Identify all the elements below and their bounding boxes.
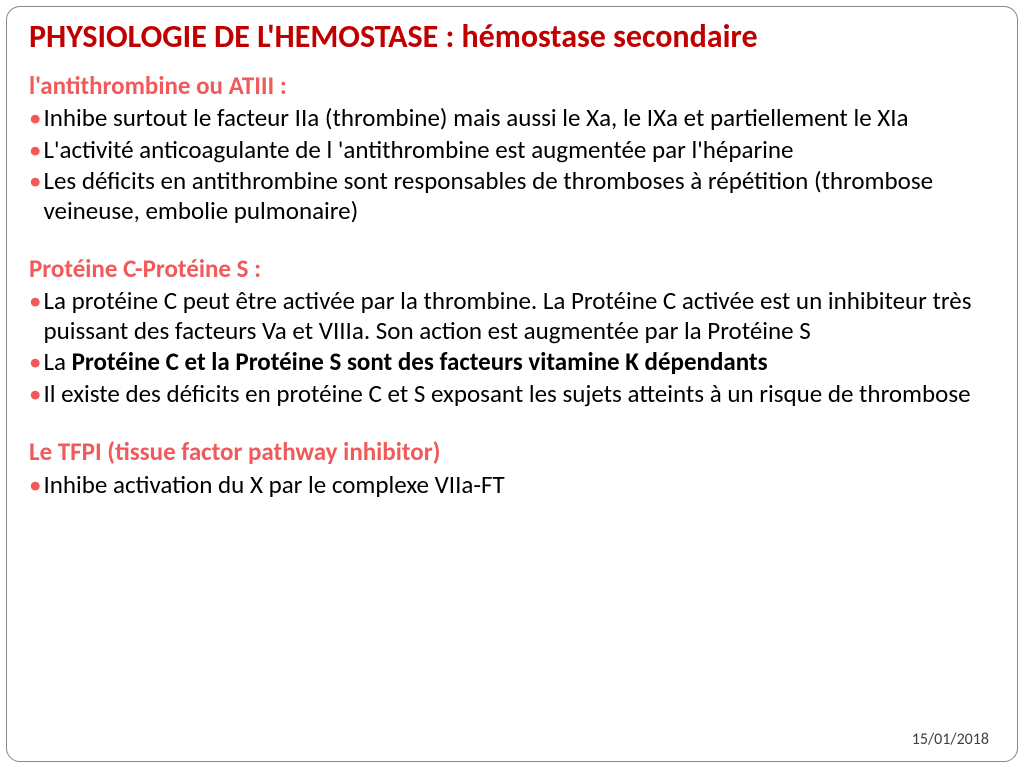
section3-heading: Le TFPI (tissue factor pathway inhibitor… <box>29 436 995 467</box>
bullet-item: • Les déficits en antithrombine sont res… <box>29 166 995 225</box>
slide-container: PHYSIOLOGIE DE L'HEMOSTASE : hémostase s… <box>6 6 1018 762</box>
bullet-icon: • <box>29 103 41 133</box>
bullet-icon: • <box>29 379 41 409</box>
bullet-item: • Inhibe activation du X par le complexe… <box>29 470 995 500</box>
bullet-icon: • <box>29 135 41 165</box>
bullet-text: Inhibe activation du X par le complexe V… <box>43 470 995 500</box>
bullet-text: La Protéine C et la Protéine S sont des … <box>43 347 995 377</box>
bullet-text: Inhibe surtout le facteur IIa (thrombine… <box>43 103 995 133</box>
slide-title: PHYSIOLOGIE DE L'HEMOSTASE : hémostase s… <box>29 19 995 56</box>
bullet-icon: • <box>29 286 41 316</box>
bullet-item: • L'activité anticoagulante de l 'antith… <box>29 135 995 165</box>
bullet-icon: • <box>29 166 41 196</box>
bullet-icon: • <box>29 470 41 500</box>
bullet-item: • Il existe des déficits en protéine C e… <box>29 379 995 409</box>
bullet-text: L'activité anticoagulante de l 'antithro… <box>43 135 995 165</box>
bullet-text: Les déficits en antithrombine sont respo… <box>43 166 995 225</box>
section1-heading: l'antithrombine ou ATIII : <box>29 70 995 101</box>
bullet-text: Il existe des déficits en protéine C et … <box>43 379 995 409</box>
bullet-text: La protéine C peut être activée par la t… <box>43 286 995 345</box>
bullet-icon: • <box>29 347 41 377</box>
section2-heading: Protéine C-Protéine S : <box>29 253 995 284</box>
bold-text: Protéine C et la Protéine S sont des fac… <box>72 346 768 377</box>
bullet-item: • La Protéine C et la Protéine S sont de… <box>29 347 995 377</box>
bullet-item: • Inhibe surtout le facteur IIa (thrombi… <box>29 103 995 133</box>
bullet-item: • La protéine C peut être activée par la… <box>29 286 995 345</box>
slide-date: 15/01/2018 <box>912 730 989 749</box>
